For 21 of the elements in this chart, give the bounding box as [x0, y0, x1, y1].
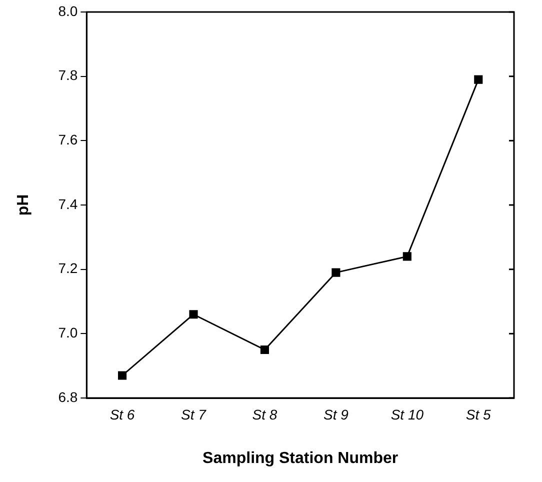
y-tick-label: 6.8	[58, 388, 78, 405]
y-tick-label: 7.8	[58, 67, 78, 84]
x-tick-label: St 7	[181, 406, 208, 422]
point	[189, 310, 198, 319]
x-tick-label: St 8	[252, 406, 278, 422]
point	[474, 75, 483, 84]
x-tick-label: St 10	[390, 406, 424, 422]
y-tick-label: 7.4	[58, 196, 78, 212]
x-tick-label: St 9	[323, 406, 349, 422]
x-tick-label: St 6	[110, 406, 135, 422]
y-tick-label: 7.6	[58, 132, 78, 148]
y-tick-label: 8.0	[58, 2, 78, 19]
point	[332, 268, 340, 277]
point	[260, 345, 270, 354]
y-tick-label: 7.0	[58, 324, 78, 341]
x-axis-title: Sampling Station Number	[202, 450, 398, 467]
point	[402, 252, 412, 261]
y-tick-label: 7.2	[58, 260, 78, 276]
x-tick-label: St 5	[466, 406, 492, 422]
point	[118, 371, 127, 380]
y-axis-title: pH	[15, 194, 32, 216]
